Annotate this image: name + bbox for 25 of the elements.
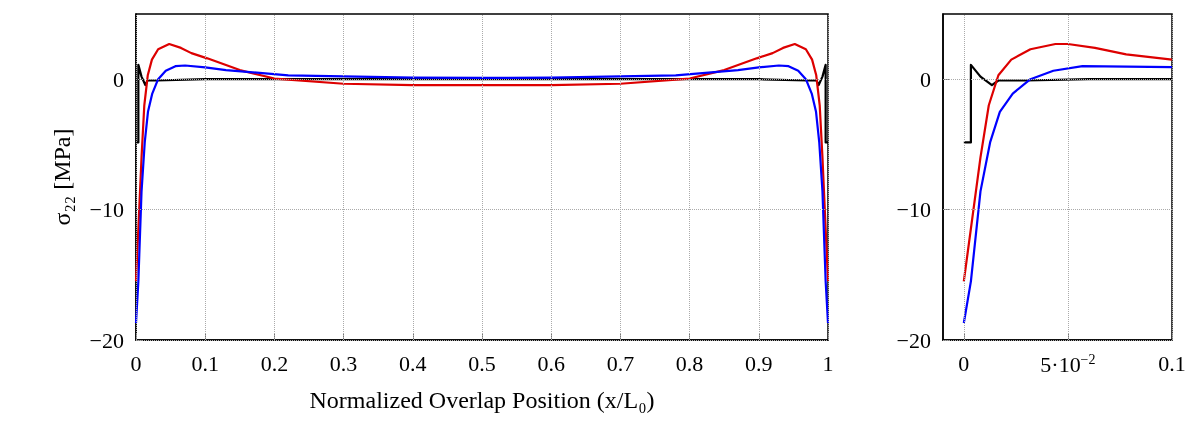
y-tick-label: −20 bbox=[89, 327, 124, 353]
x-tick-label: 0.2 bbox=[260, 350, 289, 376]
x-tick-label: 0.4 bbox=[399, 350, 427, 376]
y-axis-title: σ₂₂ [MPa] bbox=[49, 128, 75, 226]
y-tick-label: −10 bbox=[89, 197, 124, 223]
x-tick-label: 0.5 bbox=[468, 350, 496, 376]
x-tick-label: 0 bbox=[130, 350, 142, 376]
line-series bbox=[134, 64, 830, 325]
x-tick-label: 0.1 bbox=[191, 350, 219, 376]
x-tick-label: 0.7 bbox=[606, 350, 635, 376]
x-tick-label: 0.3 bbox=[329, 350, 358, 376]
line-series bbox=[962, 65, 1174, 325]
y-tick-label: −20 bbox=[896, 327, 931, 353]
x-tick-label: 0.9 bbox=[745, 350, 773, 376]
x-tick-label: 0.8 bbox=[675, 350, 704, 376]
x-tick-label: 0.6 bbox=[537, 350, 565, 376]
y-tick-label: 0 bbox=[113, 66, 124, 92]
line-series bbox=[962, 42, 1174, 283]
x-axis-title: Normalized Overlap Position (x/L₀) bbox=[309, 387, 655, 413]
y-tick-label: 0 bbox=[920, 66, 931, 92]
x-tick-label: 0.1 bbox=[1158, 350, 1186, 376]
x-tick-label: 0 bbox=[958, 350, 970, 376]
y-tick-label: −10 bbox=[896, 197, 931, 223]
line-series bbox=[134, 42, 830, 283]
x-tick-label: 1 bbox=[822, 350, 834, 376]
